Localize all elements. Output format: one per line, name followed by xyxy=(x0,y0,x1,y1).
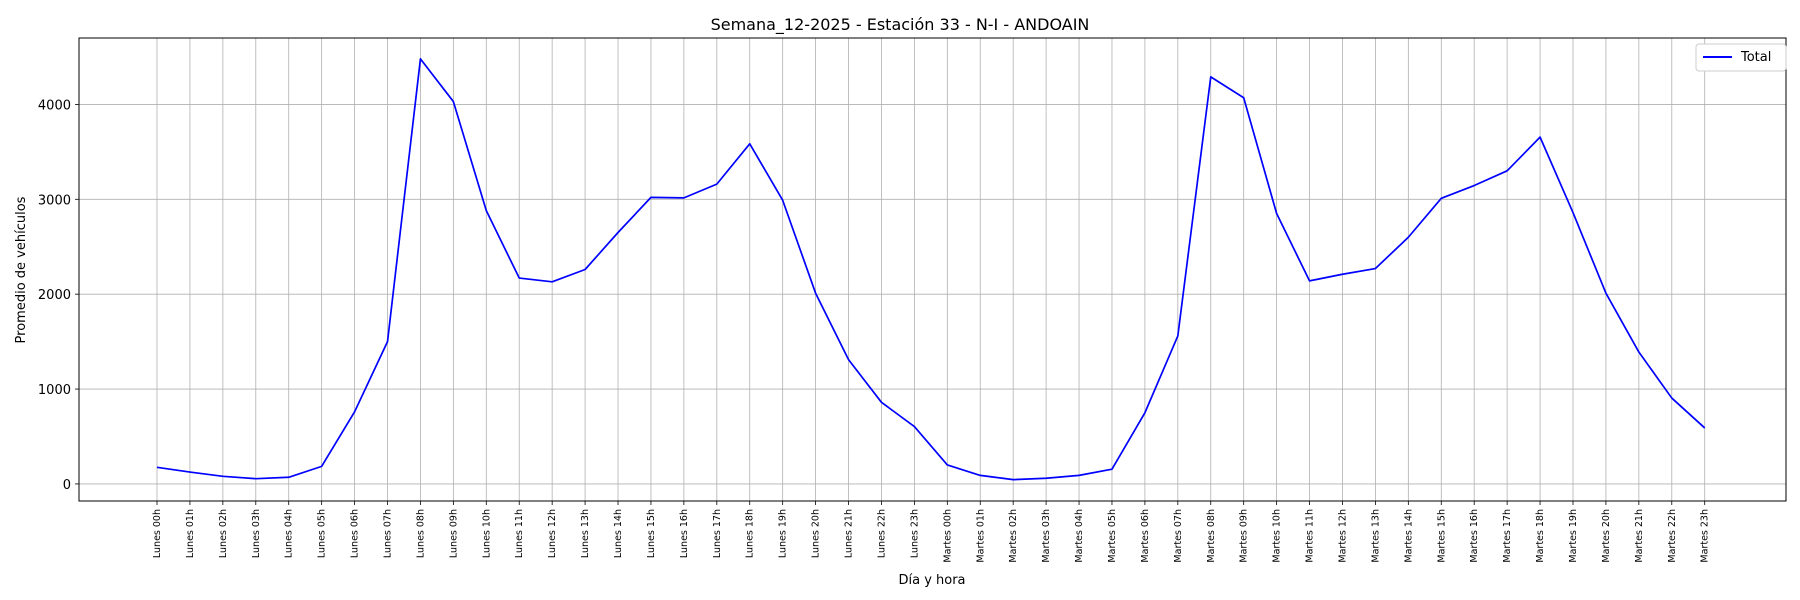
x-tick-label: Lunes 08h xyxy=(415,509,426,558)
x-tick-label: Lunes 11h xyxy=(514,509,525,558)
x-tick-label: Lunes 01h xyxy=(185,509,196,558)
x-tick-label: Lunes 13h xyxy=(580,509,591,558)
x-tick-label: Martes 09h xyxy=(1239,509,1250,563)
x-tick-label: Martes 02h xyxy=(1008,509,1019,563)
x-tick-label: Lunes 18h xyxy=(745,509,756,558)
legend-label: Total xyxy=(1740,50,1771,65)
y-tick-label: 1000 xyxy=(38,383,71,398)
x-tick-label: Martes 03h xyxy=(1041,509,1052,563)
y-tick-label: 0 xyxy=(63,478,71,493)
x-tick-label: Lunes 15h xyxy=(646,509,657,558)
x-tick-label: Lunes 03h xyxy=(251,509,262,558)
x-tick-label: Lunes 00h xyxy=(152,509,163,558)
x-tick-label: Martes 05h xyxy=(1107,509,1118,563)
x-tick-label: Martes 15h xyxy=(1436,509,1447,563)
y-axis-label: Promedio de vehículos xyxy=(14,196,29,343)
x-tick-label: Lunes 17h xyxy=(712,509,723,558)
x-tick-label: Lunes 20h xyxy=(811,509,822,558)
y-axis-ticks: 0 1000 2000 3000 4000 xyxy=(38,98,79,493)
x-tick-label: Lunes 02h xyxy=(218,509,229,558)
x-tick-label: Martes 04h xyxy=(1074,509,1085,563)
grid-lines xyxy=(79,38,1786,501)
x-tick-label: Lunes 10h xyxy=(481,509,492,558)
x-axis-ticks: Lunes 00h Lunes 01h Lunes 02h Lunes 03h Lune… xyxy=(152,501,1711,563)
x-axis-label: Día y hora xyxy=(898,573,965,588)
y-tick-label: 4000 xyxy=(38,98,71,113)
y-tick-label: 3000 xyxy=(38,193,71,208)
x-tick-label: Martes 08h xyxy=(1206,509,1217,563)
x-tick-label: Martes 21h xyxy=(1634,509,1645,563)
x-tick-label: Lunes 19h xyxy=(778,509,789,558)
x-tick-label: Martes 20h xyxy=(1601,509,1612,563)
x-tick-label: Martes 12h xyxy=(1337,509,1348,563)
x-tick-label: Lunes 14h xyxy=(613,509,624,558)
x-tick-label: Martes 18h xyxy=(1535,509,1546,563)
x-tick-label: Lunes 05h xyxy=(317,509,328,558)
series-layer xyxy=(156,58,1706,481)
x-tick-label: Lunes 06h xyxy=(350,509,361,558)
x-tick-label: Martes 11h xyxy=(1305,509,1316,563)
x-tick-label: Martes 07h xyxy=(1173,509,1184,563)
x-tick-label: Martes 06h xyxy=(1140,509,1151,563)
x-tick-label: Martes 22h xyxy=(1667,509,1678,563)
x-tick-label: Martes 14h xyxy=(1403,509,1414,563)
chart-title: Semana_12-2025 - Estación 33 - N-I - AND… xyxy=(711,15,1090,35)
x-tick-label: Martes 01h xyxy=(975,509,986,563)
x-tick-label: Lunes 07h xyxy=(383,509,394,558)
series-line-total xyxy=(156,58,1706,481)
x-tick-label: Lunes 04h xyxy=(284,509,295,558)
x-tick-label: Lunes 16h xyxy=(679,509,690,558)
legend-box xyxy=(1695,43,1787,72)
x-tick-label: Lunes 09h xyxy=(448,509,459,558)
x-tick-label: Lunes 23h xyxy=(909,509,920,558)
x-tick-label: Lunes 12h xyxy=(547,509,558,558)
x-tick-label: Martes 23h xyxy=(1700,509,1711,563)
legend: Total xyxy=(1695,43,1787,72)
x-tick-label: Martes 17h xyxy=(1502,509,1513,563)
x-tick-label: Martes 16h xyxy=(1469,509,1480,563)
x-tick-label: Martes 00h xyxy=(942,509,953,563)
y-tick-label: 2000 xyxy=(38,288,71,303)
x-tick-label: Martes 13h xyxy=(1370,509,1381,563)
x-tick-label: Lunes 21h xyxy=(844,509,855,558)
x-tick-label: Martes 10h xyxy=(1272,509,1283,563)
x-tick-label: Lunes 22h xyxy=(876,509,887,558)
plot-frame xyxy=(78,37,1787,502)
x-tick-label: Martes 19h xyxy=(1568,509,1579,563)
